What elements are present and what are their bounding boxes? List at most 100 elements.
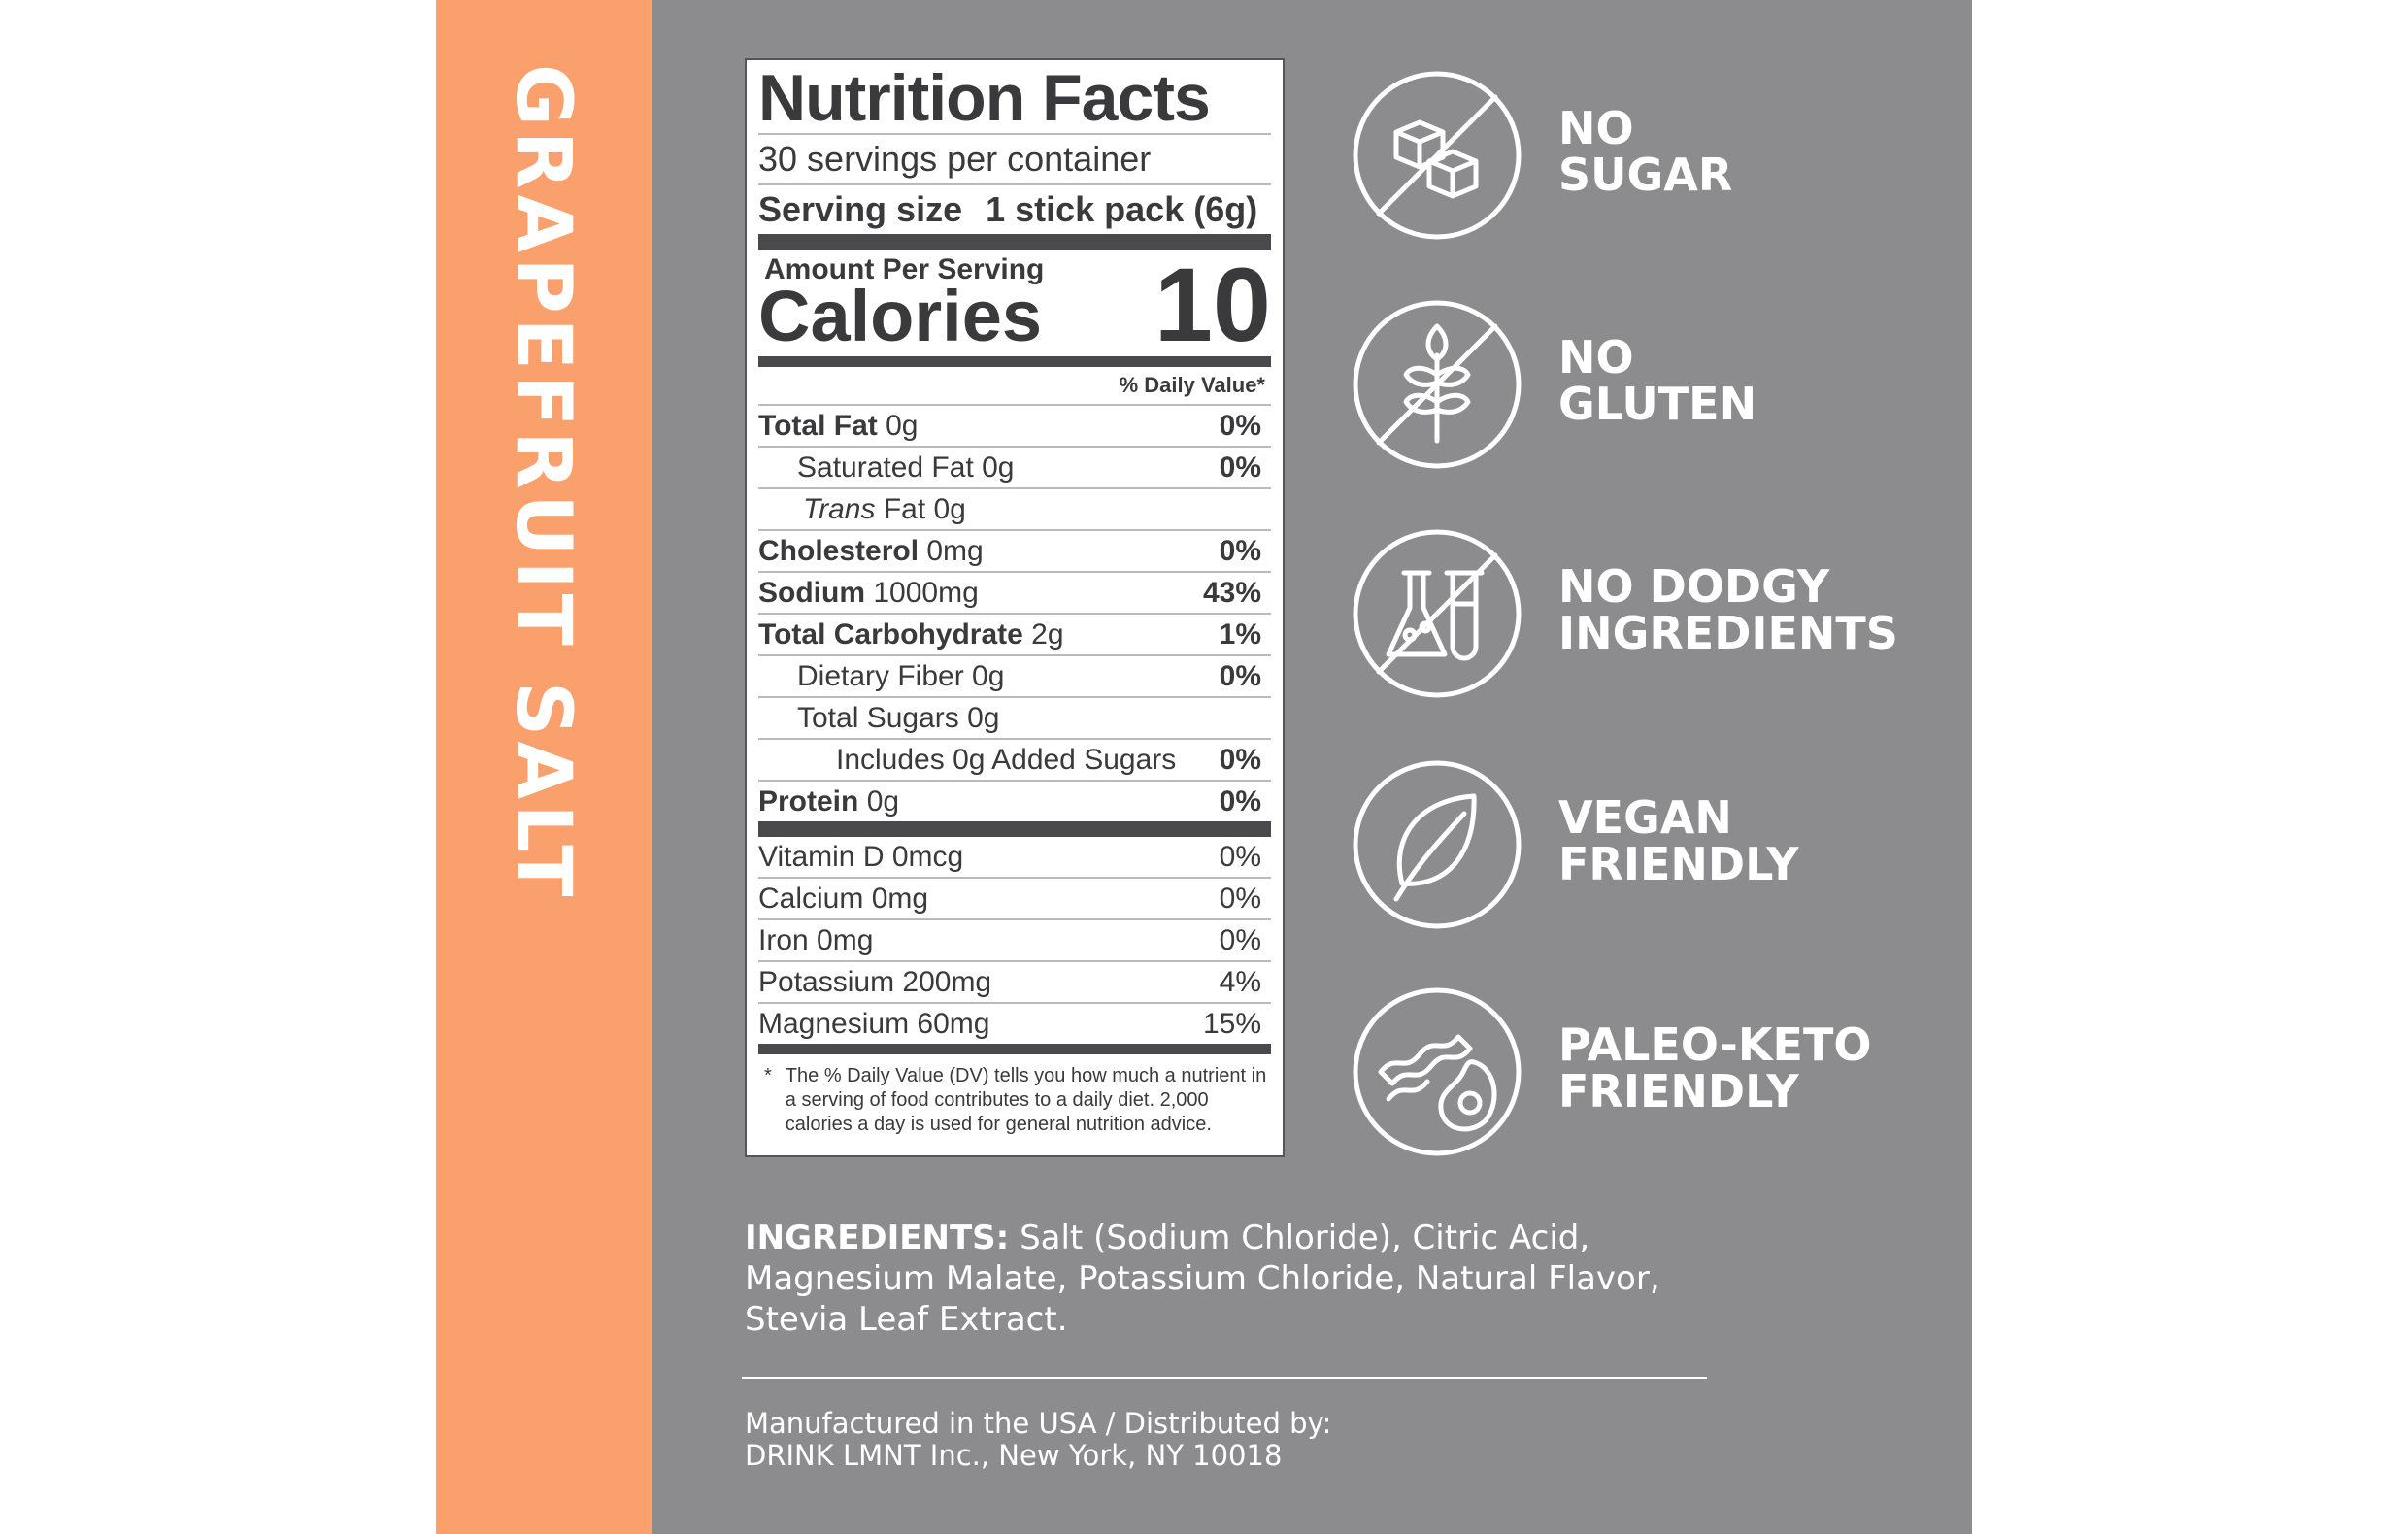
nutrient-row: Total Carbohydrate 2g 1% [758, 615, 1271, 657]
daily-value-header: % Daily Value* [758, 367, 1271, 407]
nutrient: Total Sugars 0g [758, 698, 999, 738]
nutrient: Includes 0g Added Sugars [758, 740, 1176, 780]
claim-line: NO [1558, 331, 1634, 384]
claim: PALEO-KETO FRIENDLY [1558, 1021, 1871, 1115]
nutrients: Total Fat 0g 0% Saturated Fat 0g 0% Trans Fa… [758, 406, 1271, 821]
claim-line: FRIENDLY [1558, 838, 1799, 890]
daily-value: 0% [1219, 883, 1261, 916]
nutrient-name: Includes 0g Added Sugars [836, 744, 1177, 777]
claim-line: INGREDIENTS [1558, 607, 1898, 659]
nutrient-row: Dietary Fiber 0g 0% [758, 656, 1271, 699]
icon-paleo [1353, 987, 1522, 1156]
daily-value: 1% [1219, 618, 1261, 651]
nutrient: Total Fat 0g [758, 406, 919, 446]
ingredients: INGREDIENTS: Salt (Sodium Chloride), Cit… [745, 1217, 1716, 1340]
nutrient-amount: Fat 0g [883, 493, 966, 526]
icon-ingredients [1353, 529, 1522, 698]
nutrient-name: Protein [758, 785, 859, 818]
claim: NO SUGAR [1558, 105, 1732, 198]
nutrient-name: Total Sugars 0g [797, 702, 1000, 735]
nutrient-name: Dietary Fiber 0g [797, 660, 1005, 693]
claim-line: VEGAN [1558, 791, 1732, 844]
side-label: GRAPEFRUIT SALT [499, 64, 586, 902]
manufacturer-line: DRINK LMNT Inc., New York, NY 10018 [745, 1439, 1283, 1472]
nutrient-amount: 2g [1031, 618, 1064, 651]
nutrient-row: Total Sugars 0g [758, 698, 1271, 741]
vitamin-row: Iron 0mg 0% [758, 920, 1271, 963]
daily-value: 0% [1219, 451, 1261, 484]
claim-line: NO DODGY [1558, 560, 1830, 613]
divider [758, 821, 1271, 838]
daily-value: 15% [1202, 1008, 1261, 1041]
nutrient-amount: 1000mg [873, 577, 979, 610]
daily-value: 0% [1219, 924, 1261, 957]
ingredients-label: INGREDIENTS: [745, 1218, 1010, 1257]
divider [758, 356, 1271, 368]
nutrient: Protein 0g [758, 782, 899, 821]
vitamin-name: Calcium 0mg [758, 883, 929, 916]
claim-line: PALEO-KETO [1558, 1018, 1872, 1071]
amount-per-serving: Amount Per Serving [764, 253, 1045, 286]
title: Nutrition Facts [758, 63, 1271, 136]
claim-line: FRIENDLY [1558, 1065, 1799, 1117]
nutrition-label: Nutrition Facts 30 servings per containe… [745, 58, 1285, 1157]
vitamin-name: Potassium 200mg [758, 966, 992, 999]
divider [758, 234, 1271, 250]
nutrient-name: Saturated Fat 0g [797, 451, 1015, 484]
nutrient-row: Cholesterol 0mg 0% [758, 531, 1271, 574]
claim-line: NO [1558, 102, 1634, 154]
claim-line: SUGAR [1558, 149, 1733, 201]
nutrient: Trans Fat 0g [758, 489, 966, 529]
nutrient: Sodium 1000mg [758, 573, 979, 613]
vitamin-row: Calcium 0mg 0% [758, 879, 1271, 921]
manufacturer-line: Manufactured in the USA / Distributed by… [745, 1407, 1332, 1440]
daily-value: 0% [1219, 841, 1261, 874]
nutrient-name: Sodium [758, 577, 865, 610]
claim: NO DODGY INGREDIENTS [1558, 563, 1898, 656]
footnote-mark: * [764, 1065, 772, 1087]
daily-value: 0% [1219, 535, 1261, 568]
footnote-text: The % Daily Value (DV) tells you how muc… [785, 1065, 1267, 1136]
icon-gluten [1353, 300, 1522, 469]
nutrient-amount: 0g [866, 785, 900, 818]
vitamin-name: Iron 0mg [758, 924, 874, 957]
footnote: * The % Daily Value (DV) tells you how m… [758, 1054, 1271, 1137]
nutrient-name: Cholesterol [758, 535, 920, 568]
serving-size-value: 1 stick pack (6g) [986, 189, 1258, 230]
nutrient-row: Includes 0g Added Sugars 0% [758, 740, 1271, 783]
nutrient-name: Total Carbohydrate [758, 618, 1023, 651]
nutrient-row: Sodium 1000mg 43% [758, 573, 1271, 616]
rule [742, 1377, 1707, 1379]
nutrient: Total Carbohydrate 2g [758, 615, 1064, 654]
calories-value: 10 [1154, 246, 1271, 364]
servings: 30 servings per container [758, 135, 1271, 186]
daily-value: 43% [1202, 577, 1261, 610]
nutrient-row: Total Fat 0g 0% [758, 406, 1271, 449]
ingredients-text: Salt (Sodium Chloride), Citric Acid, Mag… [745, 1218, 1660, 1339]
nutrient-name: Total Fat [758, 410, 878, 443]
vitamin-name: Vitamin D 0mcg [758, 841, 964, 874]
daily-value: 0% [1219, 410, 1261, 443]
icon-sugar [1353, 71, 1522, 240]
calories-label: Calories [758, 276, 1043, 357]
side-strip [436, 0, 652, 1534]
vitamin-row: Magnesium 60mg 15% [758, 1004, 1271, 1044]
nutrient: Cholesterol 0mg [758, 531, 984, 571]
nutrient-amount: 0mg [926, 535, 984, 568]
icon-vegan [1353, 760, 1522, 929]
nutrient: Dietary Fiber 0g [758, 656, 1004, 696]
nutrient-row: Protein 0g 0% [758, 782, 1271, 821]
claim: NO GLUTEN [1558, 334, 1756, 427]
manufacturer: Manufactured in the USA / Distributed by… [745, 1408, 1331, 1472]
daily-value: 0% [1219, 785, 1261, 818]
nutrient: Saturated Fat 0g [758, 448, 1014, 487]
nutrient-row: Saturated Fat 0g 0% [758, 448, 1271, 490]
vitamins: Vitamin D 0mcg 0% Calcium 0mg 0% Iron 0mg 0% P… [758, 837, 1271, 1044]
nutrient-row: Trans Fat 0g [758, 489, 1271, 532]
vitamin-row: Vitamin D 0mcg 0% [758, 837, 1271, 880]
nutrient-name: Trans [803, 493, 876, 526]
claim: VEGAN FRIENDLY [1558, 794, 1799, 887]
claim-line: GLUTEN [1558, 378, 1757, 430]
divider [758, 1044, 1271, 1055]
